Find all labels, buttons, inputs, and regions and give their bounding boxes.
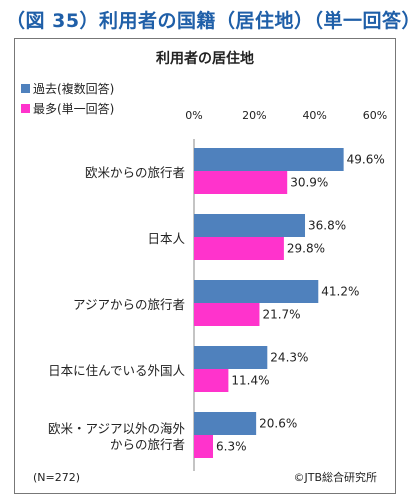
- bar-4-0: [194, 412, 257, 435]
- bar-0-1: [194, 171, 288, 194]
- data-label-4-1: 6.3%: [216, 440, 247, 454]
- category-label-3: 日本に住んでいる外国人: [48, 363, 185, 378]
- legend: 過去(複数回答) 最多(単一回答): [21, 81, 114, 116]
- bar-3-0: [194, 346, 268, 369]
- category-label-0: 欧米からの旅行者: [85, 165, 185, 180]
- bar-1-1: [194, 237, 284, 260]
- x-tick-label-1: 20%: [242, 109, 266, 122]
- legend-swatch-1: [21, 104, 30, 113]
- bar-2-1: [194, 303, 260, 326]
- chart-title: 利用者の居住地: [156, 50, 254, 67]
- bar-4-1: [194, 435, 214, 458]
- data-label-3-0: 24.3%: [270, 351, 308, 365]
- data-labels: 49.6% 30.9% 36.8% 29.8% 41.2% 21.7% 24.3%11.4%…: [216, 153, 385, 454]
- x-tick-label-3: 60%: [363, 109, 387, 122]
- legend-label-1: 最多(単一回答): [33, 101, 114, 116]
- category-label-4-1: からの旅行者: [110, 437, 185, 452]
- category-labels: 欧米からの旅行者日本人アジアからの旅行者日本に住んでいる外国人欧米・アジア以外の…: [48, 165, 186, 452]
- bar-chart: 利用者の居住地 過去(複数回答) 最多(単一回答) 0% 20% 40% 60% 欧米か…: [21, 50, 387, 484]
- x-tick-label-0: 0%: [185, 109, 202, 122]
- bar-1-0: [194, 214, 306, 237]
- category-label-1: 日本人: [147, 231, 185, 246]
- legend-swatch-0: [21, 84, 30, 93]
- data-label-1-1: 29.8%: [287, 242, 325, 256]
- data-label-0-0: 49.6%: [347, 153, 385, 167]
- data-label-1-0: 36.8%: [308, 219, 346, 233]
- bar-0-0: [194, 148, 344, 171]
- chart-frame: 利用者の居住地 過去(複数回答) 最多(単一回答) 0% 20% 40% 60% 欧米か…: [14, 38, 396, 494]
- category-label-2: アジアからの旅行者: [73, 297, 185, 312]
- bar-3-1: [194, 369, 229, 392]
- category-label-4-0: 欧米・アジア以外の海外: [48, 421, 186, 436]
- data-label-2-1: 21.7%: [262, 308, 300, 322]
- data-label-0-1: 30.9%: [290, 176, 328, 190]
- source-credit: ©JTB総合研究所: [293, 470, 377, 484]
- bars: [194, 148, 344, 458]
- data-label-4-0: 20.6%: [259, 417, 297, 431]
- x-tick-label-2: 40%: [302, 109, 326, 122]
- figure-title: （図 35）利用者の国籍（居住地）（単一回答）: [6, 10, 411, 32]
- bar-2-0: [194, 280, 319, 303]
- sample-size-note: (N=272): [33, 471, 80, 484]
- data-label-2-0: 41.2%: [321, 285, 359, 299]
- legend-label-0: 過去(複数回答): [33, 81, 114, 96]
- data-label-3-1: 11.4%: [231, 374, 269, 388]
